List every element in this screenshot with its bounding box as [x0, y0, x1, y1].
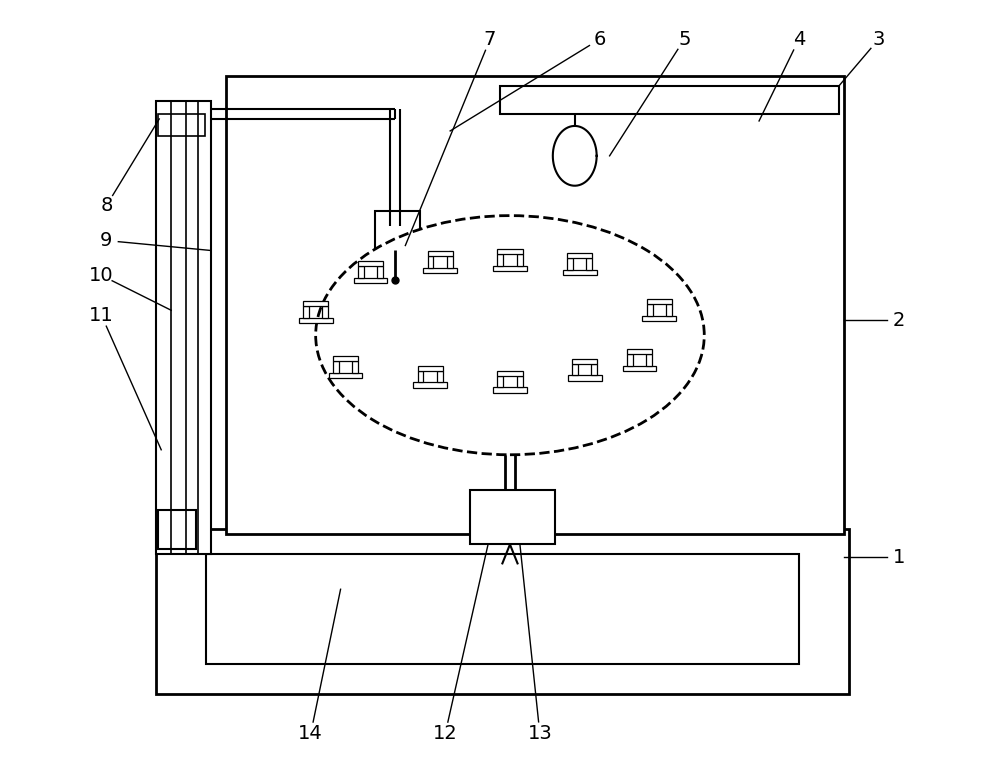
Bar [437, 370, 443, 383]
Text: 4: 4 [793, 29, 805, 49]
Text: 12: 12 [433, 725, 458, 743]
Bar [354, 278, 387, 283]
Bar [375, 211, 420, 250]
Bar [299, 318, 333, 322]
Bar [158, 509, 196, 549]
Bar [333, 356, 358, 360]
Bar [470, 490, 555, 544]
Bar [591, 363, 597, 376]
Text: 10: 10 [89, 266, 114, 285]
Bar [428, 256, 433, 268]
Text: 6: 6 [593, 29, 606, 49]
Bar [497, 250, 523, 254]
Bar [497, 376, 503, 388]
Text: 7: 7 [484, 29, 496, 49]
Text: 13: 13 [527, 725, 552, 743]
Bar [647, 304, 653, 315]
Bar [329, 373, 362, 377]
Bar [497, 371, 523, 376]
Bar [646, 353, 652, 366]
Bar [418, 366, 443, 370]
Bar [497, 254, 503, 266]
Bar [303, 301, 328, 306]
Bar [447, 256, 453, 268]
Bar [358, 261, 383, 266]
Text: 14: 14 [298, 725, 323, 743]
Ellipse shape [316, 215, 704, 455]
Bar [352, 360, 358, 373]
Text: 11: 11 [89, 306, 114, 325]
Text: 9: 9 [100, 231, 113, 250]
Bar [627, 353, 633, 366]
Bar [158, 114, 205, 136]
Text: 8: 8 [100, 196, 113, 215]
Bar [623, 366, 656, 370]
Bar [226, 76, 844, 535]
Bar [423, 268, 457, 273]
Bar [627, 349, 652, 353]
Bar [666, 304, 672, 315]
Bar [586, 258, 592, 270]
Bar [413, 383, 447, 388]
Bar [377, 266, 383, 278]
Bar [572, 363, 578, 376]
Bar [517, 254, 523, 266]
Bar [567, 258, 573, 270]
Bar [156, 529, 849, 694]
Bar [563, 270, 597, 275]
Bar [358, 266, 364, 278]
Bar [567, 253, 592, 258]
Bar [572, 359, 597, 363]
Bar [428, 251, 453, 256]
Bar [303, 306, 309, 318]
Bar [493, 266, 527, 271]
Bar [647, 299, 672, 304]
Bar [156, 101, 211, 554]
Text: 5: 5 [678, 29, 691, 49]
Text: 2: 2 [892, 311, 905, 329]
Bar [333, 360, 339, 373]
Bar [642, 315, 676, 321]
Bar [500, 86, 839, 114]
Bar [493, 388, 527, 392]
Bar [418, 370, 423, 383]
Bar [517, 376, 523, 388]
Bar [568, 376, 602, 381]
Bar [322, 306, 328, 318]
Bar [206, 554, 799, 664]
Text: 1: 1 [892, 548, 905, 567]
Text: 3: 3 [872, 29, 885, 49]
